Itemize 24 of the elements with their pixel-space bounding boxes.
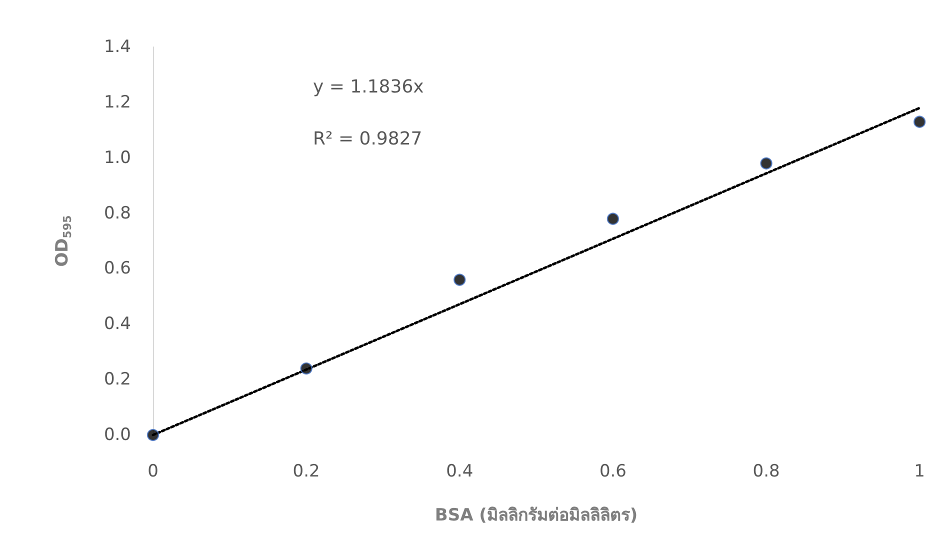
annotation: R² = 0.9827 bbox=[313, 128, 422, 150]
point bbox=[606, 212, 620, 225]
point bbox=[146, 428, 160, 442]
x-axis-title: BSA (มิลลิกรัมต่อมิลลิลิตร) bbox=[434, 506, 638, 526]
y-axis-title: OD595 bbox=[52, 215, 74, 267]
x-tick-label: 0 bbox=[148, 462, 158, 482]
y-tick-label: 1.2 bbox=[104, 92, 131, 112]
y-tick-label: 1.0 bbox=[104, 148, 131, 168]
point bbox=[760, 157, 772, 170]
y-tick-label: 0.6 bbox=[104, 258, 131, 279]
x-tick-label: 0.4 bbox=[446, 462, 474, 482]
point bbox=[454, 274, 466, 286]
x-tick-label: 0.8 bbox=[752, 462, 780, 482]
y-tick-label: 0.4 bbox=[104, 314, 131, 334]
y-tick-label: 0.2 bbox=[104, 370, 131, 390]
y-tick-label: 1.4 bbox=[104, 37, 131, 57]
point bbox=[300, 362, 312, 375]
y-tick-label: 0.8 bbox=[104, 203, 131, 224]
x-tick-label: 0.6 bbox=[599, 462, 626, 482]
point bbox=[914, 116, 926, 128]
x-tick-label: 0.2 bbox=[292, 462, 320, 482]
annotation: y = 1.1836x bbox=[313, 76, 424, 98]
y-tick-label: 0.0 bbox=[104, 425, 131, 445]
x-tick-label: 1 bbox=[914, 462, 926, 482]
